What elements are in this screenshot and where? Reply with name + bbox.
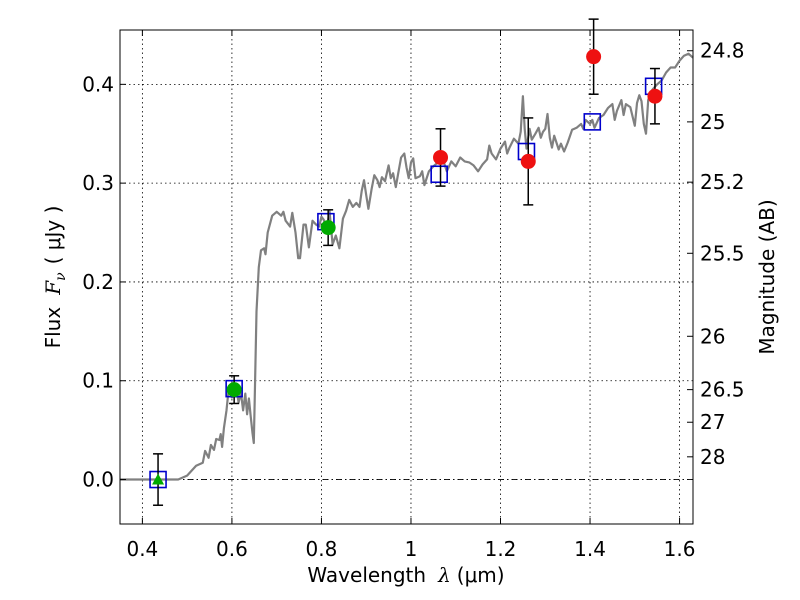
y-tick-label: 0.1: [82, 369, 114, 393]
magnitude-tick-label: 27: [700, 410, 725, 434]
x-tick-label: 1: [405, 537, 418, 561]
x-axis-label-symbol: λ: [437, 563, 451, 587]
x-axis-label-prefix: Wavelength: [307, 563, 426, 587]
y-tick-label: 0.2: [82, 270, 114, 294]
y-axis-label-symbol: F: [41, 280, 65, 296]
magnitude-tick-label: 26: [700, 324, 725, 348]
tick-labels-layer: 0.4 0.6 0.8 1 1.2 1.4 1.6 0.0 0.1 0.2 0.3 0.4 24.8 25…: [82, 39, 744, 561]
ground-flux-point: [320, 220, 336, 236]
x-tick-label: 0.4: [126, 537, 158, 561]
hst-flux-point: [586, 49, 602, 65]
magnitude-tick-label: 24.8: [700, 39, 745, 63]
x-tick-label: 1.4: [574, 537, 606, 561]
plot-frame: [119, 29, 694, 525]
x-tick-label: 1.6: [664, 537, 696, 561]
x-tick-label: 0.6: [216, 537, 248, 561]
x-axis-label-unit: (μm): [457, 563, 505, 587]
data-points-layer: [149, 18, 663, 506]
magnitude-tick-label: 25: [700, 110, 725, 134]
y-tick-label: 0.0: [82, 468, 114, 492]
y-tick-label: 0.4: [82, 72, 114, 96]
x-tick-label: 1.2: [485, 537, 517, 561]
y2-axis-label: Magnitude (AB): [755, 199, 779, 354]
magnitude-tick-label: 25.2: [700, 170, 745, 194]
template-spectrum-layer: [120, 52, 694, 481]
upper-limit-triangle: [152, 473, 165, 485]
hst-flux-point: [520, 153, 536, 169]
y-axis-label-unit: ( μJy ): [41, 206, 65, 265]
model-photometry-box: [583, 113, 602, 131]
y-axis-label: Flux Fν ( μJy ): [41, 206, 69, 349]
ticks-layer: [120, 30, 693, 524]
hst-flux-point: [647, 88, 663, 104]
hst-flux-point: [433, 149, 449, 165]
x-axis-label: Wavelength λ (μm): [307, 563, 504, 587]
grid-layer: [120, 30, 693, 524]
x-tick-label: 0.8: [306, 537, 338, 561]
model-photometry-box: [430, 165, 448, 184]
y-axis-label-subscript: ν: [53, 272, 69, 281]
y-tick-label: 0.3: [82, 171, 114, 195]
y-axis-label-prefix: Flux: [41, 307, 65, 349]
magnitude-tick-label: 26.5: [700, 378, 745, 402]
magnitude-tick-label: 28: [700, 445, 725, 469]
template-spectrum-line: [120, 52, 694, 481]
magnitude-tick-label: 25.5: [700, 241, 745, 265]
ground-flux-point: [226, 382, 242, 398]
